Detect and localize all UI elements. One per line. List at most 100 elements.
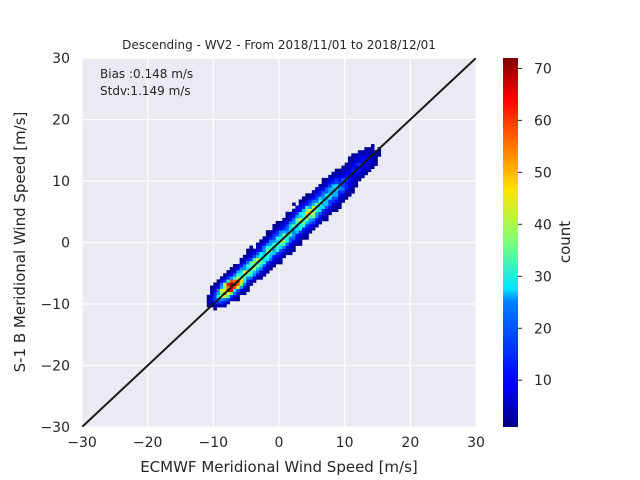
- y-tick-label: −10: [40, 297, 70, 313]
- heatmap-bin: [262, 267, 267, 271]
- heatmap-bin: [285, 236, 290, 240]
- heatmap-bin: [341, 171, 345, 176]
- heatmap-bin: [334, 174, 339, 179]
- heatmap-bin: [305, 208, 309, 213]
- heatmap-bin: [206, 294, 211, 299]
- heatmap-bin: [265, 233, 270, 237]
- colorbar-tick-label: 60: [534, 113, 552, 129]
- heatmap-bin: [223, 297, 227, 302]
- colorbar-tick-label: 10: [534, 373, 552, 389]
- heatmap-bin: [246, 254, 250, 259]
- heatmap-bin: [256, 267, 260, 271]
- heatmap-bin: [292, 248, 296, 253]
- heatmap-bin: [364, 153, 368, 157]
- heatmap-bin: [351, 187, 355, 191]
- heatmap-bin: [364, 168, 368, 173]
- heatmap-bin: [315, 199, 319, 203]
- heatmap-bin: [324, 217, 329, 222]
- heatmap-bin: [285, 239, 290, 243]
- heatmap-bin: [262, 251, 267, 256]
- heatmap-bin: [239, 264, 244, 268]
- heatmap-bin: [229, 282, 234, 286]
- heatmap-bin: [341, 187, 345, 191]
- heatmap-bin: [272, 230, 277, 234]
- heatmap-bin: [324, 177, 329, 182]
- heatmap-bin: [331, 177, 336, 182]
- heatmap-bin: [351, 184, 355, 188]
- heatmap-bin: [361, 174, 365, 179]
- heatmap-bin: [367, 162, 372, 166]
- heatmap-bin: [338, 187, 342, 191]
- heatmap-bin: [298, 202, 303, 206]
- heatmap-bin: [249, 264, 254, 268]
- heatmap-bin: [315, 208, 319, 213]
- heatmap-bin: [279, 260, 283, 265]
- heatmap-bin: [370, 165, 375, 169]
- heatmap-bin: [292, 236, 296, 240]
- heatmap-bin: [308, 205, 313, 209]
- heatmap-bin: [288, 251, 293, 256]
- heatmap-bin: [311, 211, 316, 216]
- heatmap-bin: [252, 248, 257, 253]
- heatmap-bin: [377, 150, 382, 154]
- heatmap-bin: [347, 190, 352, 194]
- heatmap-bin: [252, 267, 257, 271]
- heatmap-bin: [357, 156, 362, 160]
- heatmap-bin: [288, 236, 293, 240]
- heatmap-bin: [338, 193, 342, 197]
- heatmap-bin: [288, 227, 293, 231]
- heatmap-bin: [338, 177, 342, 182]
- heatmap-bin: [344, 168, 349, 173]
- heatmap-bin: [206, 297, 211, 302]
- heatmap-bin: [341, 193, 345, 197]
- heatmap-bin: [292, 220, 296, 225]
- heatmap-bin: [324, 184, 329, 188]
- heatmap-bin: [233, 288, 237, 293]
- heatmap-bin: [315, 190, 319, 194]
- heatmap-bin: [239, 273, 244, 277]
- x-tick-label: 0: [275, 435, 284, 451]
- heatmap-bin: [354, 184, 359, 188]
- heatmap-bin: [262, 248, 267, 253]
- heatmap-bin: [324, 193, 329, 197]
- heatmap-bin: [223, 276, 227, 280]
- heatmap-bin: [282, 254, 286, 259]
- heatmap-bin: [315, 217, 319, 222]
- heatmap-bin: [256, 251, 260, 256]
- heatmap-bin: [338, 171, 342, 176]
- heatmap-bin: [331, 199, 336, 203]
- heatmap-bin: [242, 264, 247, 268]
- heatmap-bin: [239, 288, 244, 293]
- heatmap-bin: [305, 202, 309, 206]
- heatmap-bin: [354, 171, 359, 176]
- heatmap-bin: [233, 294, 237, 299]
- heatmap-bin: [311, 205, 316, 209]
- heatmap-bin: [239, 257, 244, 262]
- heatmap-bin: [213, 304, 217, 308]
- heatmap-bin: [285, 214, 290, 219]
- heatmap-bin: [262, 242, 267, 246]
- heatmap-bin: [367, 153, 372, 157]
- heatmap-bin: [367, 150, 372, 154]
- heatmap-bin: [347, 187, 352, 191]
- heatmap-bin: [246, 251, 250, 256]
- heatmap-bin: [246, 257, 250, 262]
- heatmap-bin: [334, 208, 339, 213]
- heatmap-bin: [265, 264, 270, 268]
- heatmap-bin: [364, 171, 368, 176]
- heatmap-bin: [265, 245, 270, 249]
- heatmap-bin: [226, 276, 231, 280]
- heatmap-bin: [361, 153, 365, 157]
- heatmap-bin: [292, 211, 296, 216]
- heatmap-bin: [364, 150, 368, 154]
- heatmap-bin: [301, 220, 306, 225]
- heatmap-bin: [259, 270, 263, 274]
- heatmap-bin: [292, 230, 296, 234]
- heatmap-bin: [272, 264, 277, 268]
- heatmap-bin: [233, 297, 237, 302]
- heatmap-bin: [236, 267, 240, 271]
- heatmap-bin: [242, 254, 247, 259]
- heatmap-bin: [285, 227, 290, 231]
- heatmap-bin: [295, 220, 299, 225]
